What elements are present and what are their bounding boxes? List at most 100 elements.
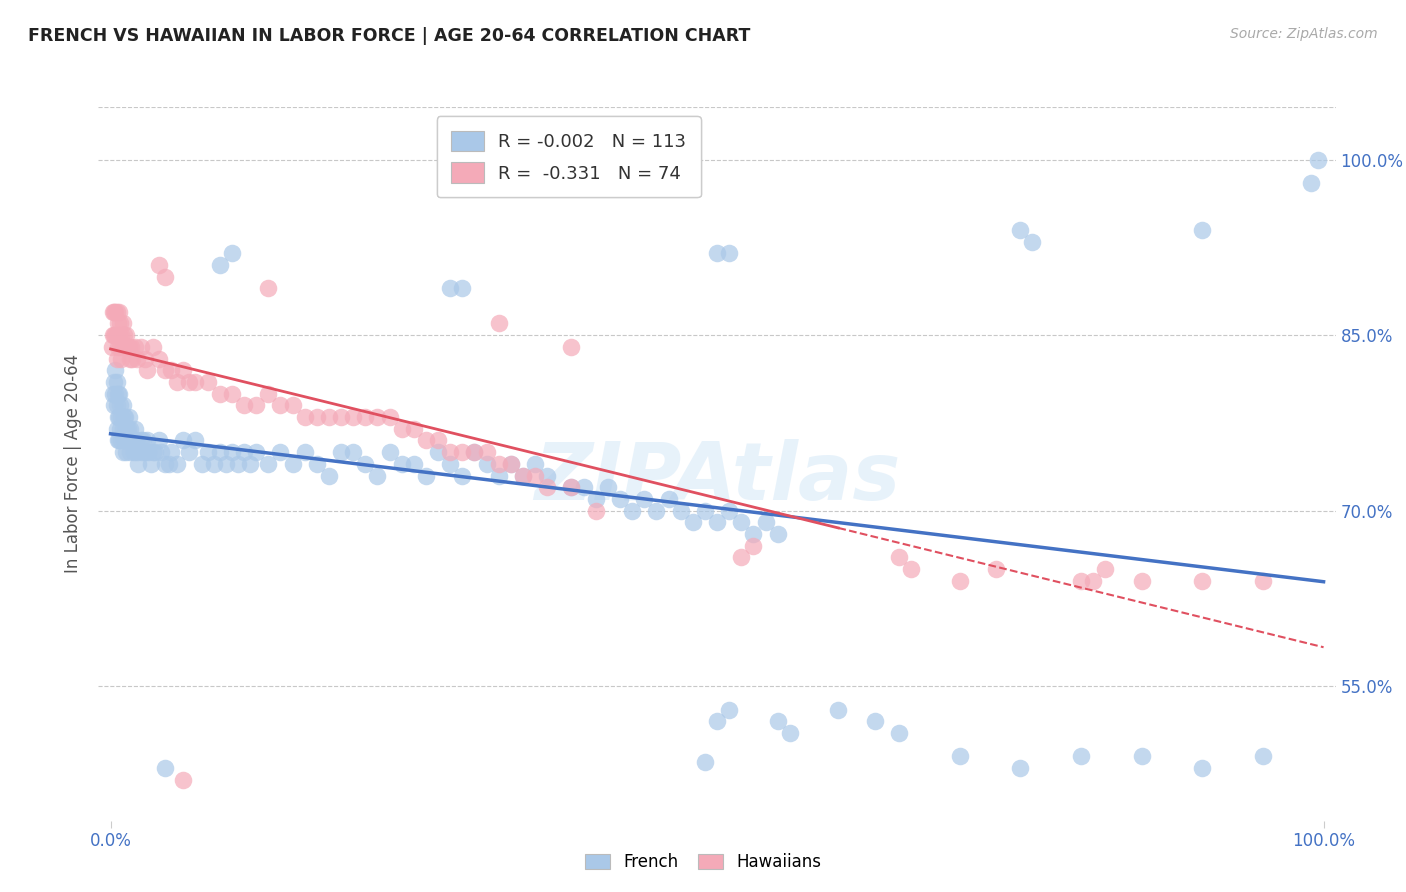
Point	[281, 398, 304, 412]
Point	[103, 328, 125, 343]
Point	[1251, 574, 1274, 588]
Point	[226, 457, 249, 471]
Point	[132, 434, 155, 448]
Point	[572, 480, 595, 494]
Text: FRENCH VS HAWAIIAN IN LABOR FORCE | AGE 20-64 CORRELATION CHART: FRENCH VS HAWAIIAN IN LABOR FORCE | AGE …	[28, 27, 751, 45]
Point	[129, 340, 152, 354]
Point	[221, 386, 243, 401]
Point	[427, 445, 450, 459]
Text: Source: ZipAtlas.com: Source: ZipAtlas.com	[1230, 27, 1378, 41]
Point	[111, 340, 134, 354]
Point	[900, 562, 922, 576]
Point	[108, 328, 131, 343]
Point	[378, 445, 401, 459]
Point	[172, 363, 194, 377]
Point	[124, 340, 146, 354]
Point	[402, 422, 425, 436]
Point	[718, 246, 741, 260]
Point	[257, 386, 280, 401]
Point	[184, 434, 207, 448]
Point	[524, 457, 547, 471]
Point	[342, 410, 364, 425]
Point	[657, 491, 679, 506]
Point	[755, 516, 778, 530]
Point	[233, 445, 256, 459]
Point	[609, 491, 631, 506]
Point	[208, 445, 231, 459]
Point	[706, 714, 728, 729]
Point	[150, 445, 173, 459]
Point	[827, 702, 849, 716]
Point	[115, 422, 138, 436]
Point	[118, 445, 141, 459]
Point	[120, 434, 142, 448]
Point	[142, 445, 165, 459]
Point	[645, 503, 668, 517]
Point	[475, 445, 498, 459]
Point	[1010, 761, 1032, 775]
Point	[127, 457, 149, 471]
Point	[108, 410, 131, 425]
Point	[1191, 223, 1213, 237]
Point	[257, 457, 280, 471]
Point	[103, 305, 125, 319]
Point	[100, 340, 122, 354]
Point	[122, 445, 145, 459]
Point	[233, 398, 256, 412]
Point	[129, 434, 152, 448]
Point	[730, 550, 752, 565]
Point	[524, 468, 547, 483]
Point	[104, 305, 127, 319]
Point	[131, 445, 153, 459]
Point	[499, 457, 522, 471]
Point	[202, 457, 225, 471]
Point	[153, 761, 176, 775]
Point	[330, 445, 353, 459]
Point	[110, 398, 132, 412]
Point	[197, 375, 219, 389]
Point	[120, 340, 142, 354]
Point	[101, 305, 124, 319]
Point	[1191, 574, 1213, 588]
Point	[391, 422, 413, 436]
Point	[742, 527, 765, 541]
Point	[451, 468, 474, 483]
Point	[1010, 223, 1032, 237]
Point	[463, 445, 485, 459]
Point	[305, 457, 328, 471]
Point	[153, 269, 176, 284]
Point	[104, 363, 127, 377]
Point	[257, 281, 280, 295]
Point	[439, 457, 461, 471]
Point	[718, 503, 741, 517]
Point	[1021, 235, 1043, 249]
Y-axis label: In Labor Force | Age 20-64: In Labor Force | Age 20-64	[65, 354, 83, 574]
Point	[1094, 562, 1116, 576]
Point	[215, 457, 238, 471]
Text: ZIPAtlas: ZIPAtlas	[534, 439, 900, 517]
Point	[111, 398, 134, 412]
Point	[221, 246, 243, 260]
Point	[391, 457, 413, 471]
Point	[110, 434, 132, 448]
Point	[693, 503, 716, 517]
Point	[706, 516, 728, 530]
Point	[427, 434, 450, 448]
Point	[512, 468, 534, 483]
Point	[1130, 749, 1153, 764]
Point	[134, 351, 156, 366]
Point	[863, 714, 886, 729]
Point	[342, 445, 364, 459]
Point	[475, 457, 498, 471]
Point	[166, 375, 188, 389]
Point	[208, 258, 231, 272]
Point	[148, 258, 170, 272]
Point	[111, 422, 134, 436]
Point	[245, 398, 267, 412]
Point	[294, 445, 316, 459]
Point	[269, 445, 291, 459]
Point	[415, 468, 437, 483]
Point	[366, 468, 388, 483]
Point	[887, 726, 910, 740]
Point	[118, 422, 141, 436]
